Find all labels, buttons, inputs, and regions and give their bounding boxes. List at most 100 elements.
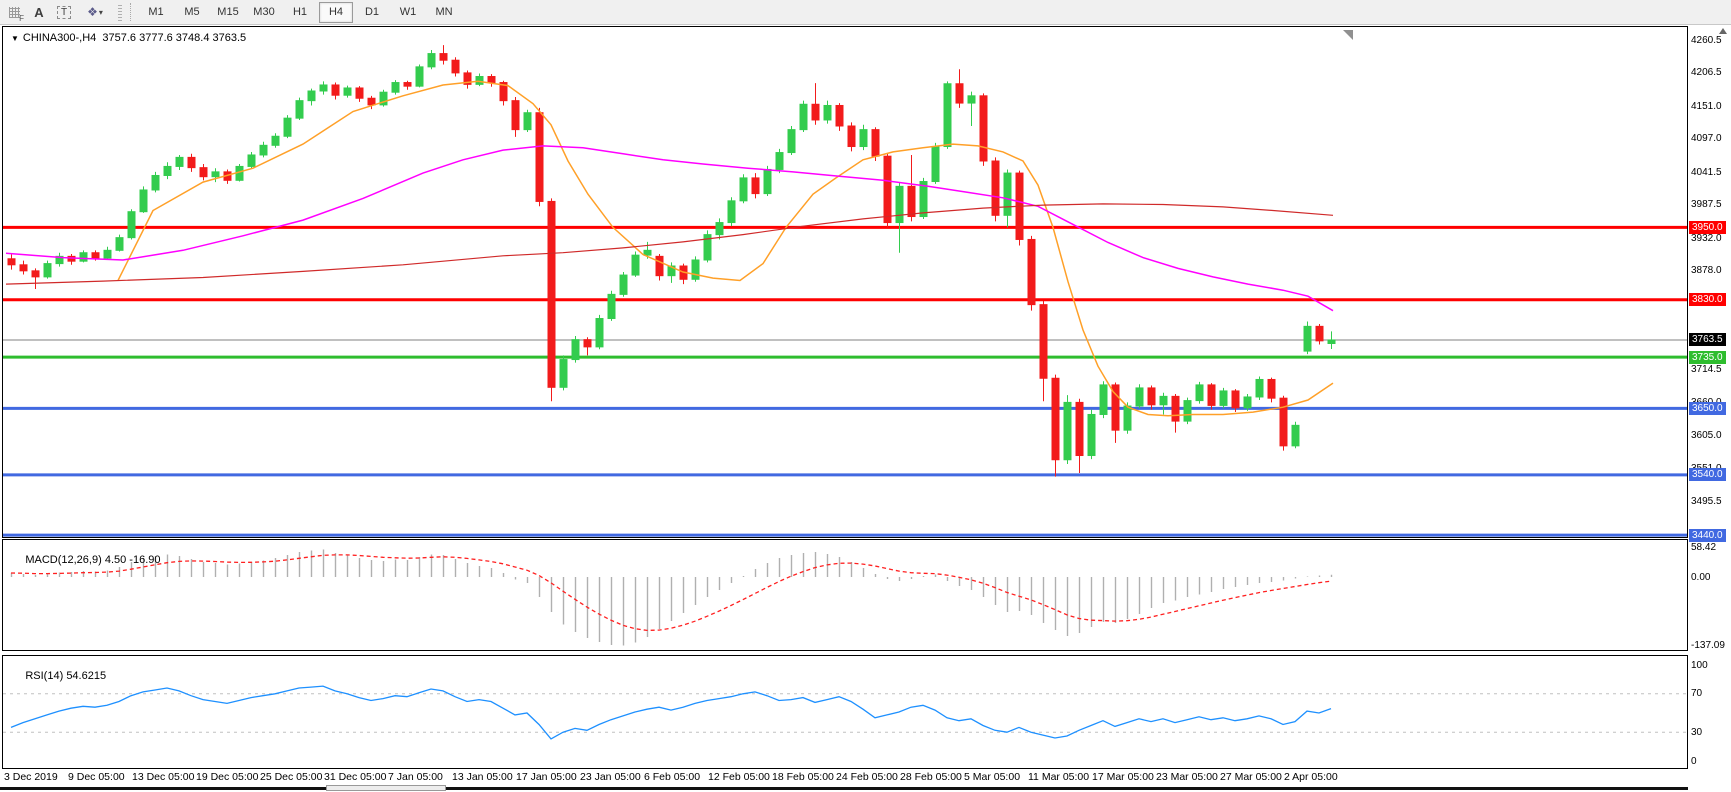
candle-body bbox=[799, 103, 808, 131]
candle-body bbox=[823, 104, 832, 121]
rsi-tick-label: 30 bbox=[1691, 726, 1703, 738]
candle-body bbox=[967, 95, 976, 104]
candle-body bbox=[511, 100, 520, 131]
time-label: 6 Feb 05:00 bbox=[644, 771, 701, 783]
time-label: 3 Dec 2019 bbox=[4, 771, 58, 783]
candle-body bbox=[19, 264, 28, 272]
candle-body bbox=[427, 53, 436, 68]
candle-body bbox=[55, 255, 64, 265]
time-label: 9 Dec 05:00 bbox=[68, 771, 125, 783]
candle-body bbox=[943, 83, 952, 148]
tf-button-M30[interactable]: M30 bbox=[253, 6, 275, 18]
candle-body bbox=[403, 82, 412, 87]
candle-body bbox=[835, 104, 844, 127]
scrollbar-thumb[interactable] bbox=[326, 785, 446, 791]
candle-body bbox=[343, 87, 352, 96]
candle-body bbox=[1183, 400, 1192, 422]
candle-body bbox=[931, 146, 940, 183]
time-label: 17 Mar 05:00 bbox=[1092, 771, 1154, 783]
price-axis[interactable]: 4260.5 4206.5 4151.0 4097.0 4041.5 3987.5 3932… bbox=[1688, 25, 1731, 792]
macd-pane[interactable]: MACD(12,26,9) 4.50 -16.90 bbox=[2, 539, 1688, 651]
candle-body bbox=[439, 53, 448, 61]
candle-body bbox=[1327, 339, 1336, 345]
price-tick-label: 4041.5 bbox=[1691, 166, 1722, 178]
candle-body bbox=[847, 125, 856, 148]
candle-body bbox=[907, 185, 916, 218]
price-chart-canvas[interactable] bbox=[3, 27, 1687, 537]
candle-body bbox=[919, 181, 928, 218]
candle-body bbox=[1219, 390, 1228, 406]
rsi-pane[interactable]: RSI(14) 54.6215 bbox=[2, 655, 1688, 769]
candle-body bbox=[751, 177, 760, 195]
time-label: 24 Feb 05:00 bbox=[836, 771, 898, 783]
price-pane[interactable]: ▼ CHINA300-,H4 3757.6 3777.6 3748.4 3763.… bbox=[2, 26, 1688, 538]
candle-body bbox=[607, 293, 616, 320]
candle-body bbox=[127, 211, 136, 239]
candle-body bbox=[703, 234, 712, 261]
candle-body bbox=[895, 185, 904, 224]
candle-body bbox=[523, 112, 532, 131]
price-tick-label: 3878.0 bbox=[1691, 265, 1722, 277]
horizontal-scrollbar[interactable] bbox=[0, 785, 1731, 792]
tf-button-H4[interactable]: H4 bbox=[319, 1, 353, 23]
macd-tick-label: 0.00 bbox=[1691, 571, 1711, 583]
time-label: 31 Dec 05:00 bbox=[324, 771, 387, 783]
scrollbar-track[interactable] bbox=[0, 787, 1731, 790]
candle-body bbox=[811, 103, 820, 121]
candle-body bbox=[487, 76, 496, 84]
macd-canvas[interactable] bbox=[3, 540, 1687, 650]
candle-body bbox=[1123, 405, 1132, 431]
tf-button-M1[interactable]: M1 bbox=[148, 6, 164, 18]
candle-body bbox=[475, 76, 484, 85]
ma-slow-red bbox=[5, 203, 1334, 285]
time-label: 7 Jan 05:00 bbox=[388, 771, 443, 783]
tf-button-M15[interactable]: M15 bbox=[217, 6, 239, 18]
chart-title: ▼ CHINA300-,H4 3757.6 3777.6 3748.4 3763.… bbox=[11, 32, 246, 44]
rsi-line bbox=[10, 685, 1332, 740]
candle-body bbox=[1171, 395, 1180, 422]
candle-body bbox=[1075, 401, 1084, 457]
macd-signal-line bbox=[10, 554, 1332, 632]
candle-body bbox=[319, 84, 328, 92]
shapes-dropdown-icon[interactable]: ❖ ▾ bbox=[87, 5, 103, 19]
price-level-label: 3830.0 bbox=[1689, 293, 1726, 307]
tf-button-W1[interactable]: W1 bbox=[399, 6, 417, 18]
candle-body bbox=[1003, 172, 1012, 216]
candle-body bbox=[1267, 378, 1276, 399]
price-tick-label: 3987.5 bbox=[1691, 199, 1722, 211]
tf-button-H1[interactable]: H1 bbox=[292, 6, 308, 18]
rsi-tick-label: 0 bbox=[1691, 755, 1697, 767]
candle-body bbox=[1291, 424, 1300, 447]
candle-body bbox=[187, 156, 196, 169]
candle-body bbox=[175, 156, 184, 167]
tf-button-M5[interactable]: M5 bbox=[184, 6, 200, 18]
tf-button-MN[interactable]: MN bbox=[435, 6, 453, 18]
tf-button-D1[interactable]: D1 bbox=[364, 6, 380, 18]
symbol-dropdown-icon[interactable]: ▼ bbox=[11, 34, 19, 43]
time-label: 23 Jan 05:00 bbox=[580, 771, 641, 783]
price-level-label: 3540.0 bbox=[1689, 468, 1726, 482]
text-label-icon[interactable]: A bbox=[34, 4, 44, 20]
candle-body bbox=[451, 59, 460, 74]
candle-body bbox=[1087, 413, 1096, 457]
grid-f-label: F bbox=[19, 14, 24, 23]
candle-body bbox=[199, 167, 208, 178]
price-tick-label: 4097.0 bbox=[1691, 133, 1722, 145]
time-axis[interactable]: 3 Dec 2019 9 Dec 05:00 13 Dec 05:00 19 Dec … bbox=[2, 770, 1686, 784]
time-label: 2 Apr 05:00 bbox=[1284, 771, 1338, 783]
time-label: 11 Mar 05:00 bbox=[1028, 771, 1090, 783]
rsi-canvas[interactable] bbox=[3, 656, 1687, 768]
ma-mid-magenta bbox=[5, 145, 1334, 312]
dock-grid-icon[interactable]: F bbox=[3, 2, 25, 23]
text-box-icon[interactable]: T bbox=[53, 2, 75, 22]
candle-body bbox=[1135, 387, 1144, 407]
time-label: 12 Feb 05:00 bbox=[708, 771, 770, 783]
candle-body bbox=[1303, 325, 1312, 352]
macd-tick-label: 58.42 bbox=[1691, 542, 1717, 554]
chevron-down-icon: ▾ bbox=[98, 7, 103, 17]
time-label: 19 Dec 05:00 bbox=[196, 771, 259, 783]
candle-body bbox=[7, 258, 16, 266]
toolbar-drag-handle[interactable] bbox=[118, 3, 122, 21]
candle-body bbox=[1111, 384, 1120, 431]
candle-body bbox=[355, 87, 364, 99]
